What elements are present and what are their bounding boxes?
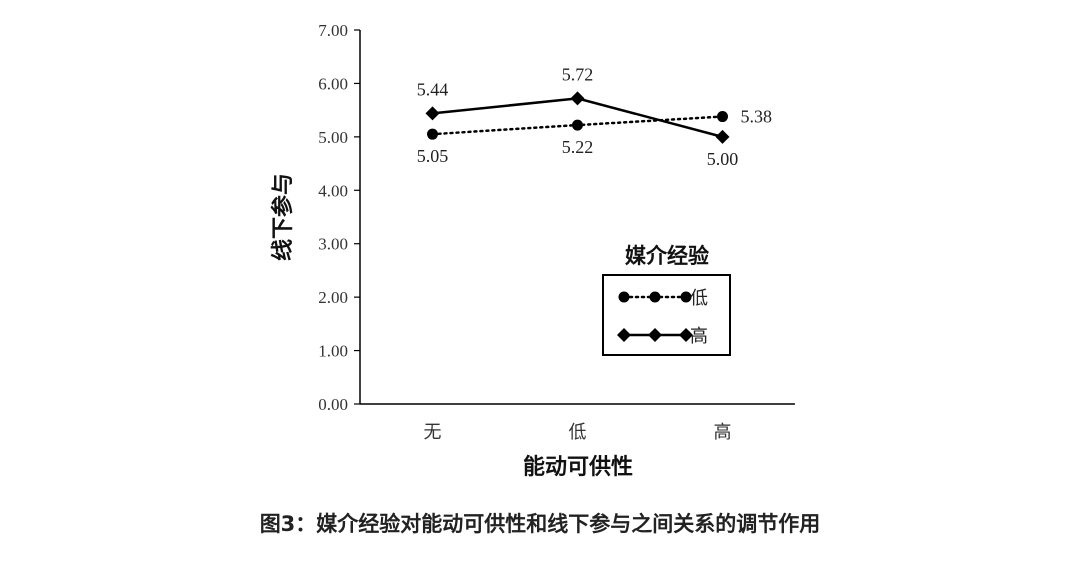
y-tick-label: 3.00: [318, 235, 348, 254]
y-tick-label: 4.00: [318, 181, 348, 200]
legend: 媒介经验 低高: [602, 244, 731, 356]
y-tick-label: 5.00: [318, 128, 348, 147]
y-tick-label: 1.00: [318, 342, 348, 361]
legend-marker: [679, 328, 693, 342]
diamond-point: [715, 129, 730, 144]
axes: [354, 29, 795, 405]
diamond-point: [425, 106, 440, 121]
legend-label: 高: [690, 326, 708, 347]
x-tick-label: 无: [424, 422, 442, 443]
legend-label: 低: [690, 288, 708, 309]
data-label: 5.05: [417, 146, 449, 166]
legend-marker: [617, 328, 631, 342]
y-tick-labels: 0.00 1.00 2.00 3.00 4.00 5.00 6.00 7.00: [318, 21, 348, 414]
legend-box: [602, 274, 731, 356]
x-axis-title: 能动可供性: [523, 454, 633, 480]
x-tick-label: 高: [714, 422, 732, 443]
legend-marker: [680, 291, 692, 303]
data-label: 5.22: [562, 137, 594, 157]
legend-title: 媒介经验: [625, 244, 709, 268]
y-axis-title: 线下参与: [270, 173, 296, 261]
data-label: 5.00: [707, 149, 739, 169]
legend-marker: [648, 328, 662, 342]
legend-marker: [649, 291, 661, 303]
figure-caption: 图3：媒介经验对能动可供性和线下参与之间关系的调节作用: [259, 512, 821, 536]
series-group: [425, 91, 730, 144]
data-label: 5.38: [741, 107, 773, 127]
x-tick-label: 低: [569, 422, 587, 443]
data-label: 5.72: [562, 64, 594, 84]
y-tick-label: 6.00: [318, 74, 348, 93]
circle-point: [717, 111, 728, 123]
circle-point: [427, 128, 438, 140]
legend-marker: [618, 291, 630, 303]
circle-point: [572, 119, 583, 131]
y-tick-label: 0.00: [318, 395, 348, 414]
x-tick-labels: 无低高: [424, 422, 732, 443]
y-tick-label: 7.00: [318, 21, 348, 40]
data-label: 5.44: [417, 79, 449, 99]
data-labels: 5.05 5.22 5.38 5.44 5.72 5.00: [417, 64, 772, 168]
y-tick-label: 2.00: [318, 288, 348, 307]
diamond-point: [570, 91, 585, 106]
